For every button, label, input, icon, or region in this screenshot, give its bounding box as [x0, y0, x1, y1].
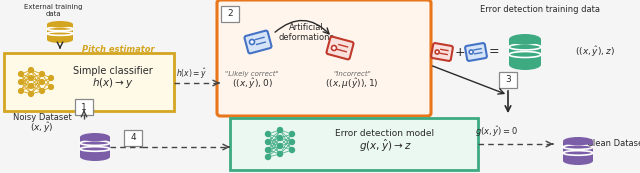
Ellipse shape: [80, 153, 110, 161]
Circle shape: [289, 148, 294, 153]
FancyBboxPatch shape: [230, 118, 478, 170]
Text: $g(x, \hat{y}) \rightarrow z$: $g(x, \hat{y}) \rightarrow z$: [358, 138, 412, 154]
FancyBboxPatch shape: [217, 0, 431, 116]
Text: "Likely correct": "Likely correct": [225, 71, 279, 77]
Circle shape: [49, 76, 53, 80]
Circle shape: [435, 50, 439, 54]
Circle shape: [278, 128, 282, 133]
Text: 2: 2: [227, 10, 233, 19]
Circle shape: [49, 85, 53, 89]
Circle shape: [19, 89, 24, 93]
Circle shape: [40, 80, 44, 84]
Ellipse shape: [509, 34, 541, 45]
Circle shape: [266, 148, 271, 153]
Text: Error detection training data: Error detection training data: [480, 5, 600, 14]
Text: $((x, \hat{y}), 0)$: $((x, \hat{y}), 0)$: [232, 77, 273, 91]
Circle shape: [278, 135, 282, 140]
Bar: [509, 39, 541, 65]
Text: Noisy Dataset: Noisy Dataset: [13, 113, 72, 122]
Circle shape: [278, 152, 282, 157]
Circle shape: [332, 45, 337, 51]
Circle shape: [266, 131, 271, 136]
FancyBboxPatch shape: [244, 31, 271, 53]
Text: $h(x) \rightarrow y$: $h(x) \rightarrow y$: [92, 76, 134, 90]
Circle shape: [40, 89, 44, 93]
Circle shape: [266, 154, 271, 160]
Text: 3: 3: [505, 75, 511, 84]
Circle shape: [29, 76, 33, 80]
Ellipse shape: [80, 133, 110, 141]
FancyBboxPatch shape: [431, 43, 453, 61]
Ellipse shape: [47, 36, 73, 43]
Circle shape: [469, 50, 473, 54]
Circle shape: [289, 139, 294, 144]
Circle shape: [29, 68, 33, 72]
Text: $g(x, \hat{y}) = 0$: $g(x, \hat{y}) = 0$: [476, 125, 518, 139]
Ellipse shape: [563, 137, 593, 145]
Text: Artificial: Artificial: [289, 24, 323, 33]
Text: +: +: [454, 45, 465, 58]
Bar: [80, 137, 110, 157]
FancyBboxPatch shape: [465, 43, 487, 61]
Text: deformations: deformations: [278, 33, 334, 42]
Text: 1: 1: [81, 102, 87, 112]
Text: $(x, \hat{y})$: $(x, \hat{y})$: [30, 121, 54, 135]
Circle shape: [29, 84, 33, 88]
Text: External training: External training: [24, 4, 83, 10]
Circle shape: [19, 80, 24, 84]
Text: 4: 4: [130, 134, 136, 143]
FancyBboxPatch shape: [124, 130, 142, 146]
Text: $h(x) = \hat{y}$: $h(x) = \hat{y}$: [177, 67, 207, 81]
Text: =: =: [489, 45, 499, 58]
Text: $((x, \mu(\hat{y})), 1)$: $((x, \mu(\hat{y})), 1)$: [325, 77, 379, 91]
Text: Clean Dataset: Clean Dataset: [588, 139, 640, 148]
Text: Simple classifier: Simple classifier: [73, 66, 153, 76]
Circle shape: [29, 92, 33, 96]
FancyBboxPatch shape: [4, 53, 174, 111]
Bar: [47, 24, 73, 40]
Ellipse shape: [563, 157, 593, 165]
Circle shape: [250, 39, 255, 44]
Text: $((x, \hat{y}), z)$: $((x, \hat{y}), z)$: [575, 45, 615, 59]
Circle shape: [40, 72, 44, 76]
Text: Pitch estimator: Pitch estimator: [82, 45, 154, 54]
FancyBboxPatch shape: [221, 6, 239, 22]
Circle shape: [19, 72, 24, 76]
FancyBboxPatch shape: [75, 99, 93, 115]
Text: Error detection model: Error detection model: [335, 129, 435, 138]
Bar: [563, 141, 593, 161]
Text: "Incorrect": "Incorrect": [333, 71, 371, 77]
Text: data: data: [45, 11, 61, 17]
Circle shape: [278, 143, 282, 148]
Ellipse shape: [509, 59, 541, 70]
Circle shape: [266, 139, 271, 144]
Ellipse shape: [47, 21, 73, 28]
Circle shape: [289, 131, 294, 136]
FancyBboxPatch shape: [326, 37, 353, 59]
FancyBboxPatch shape: [499, 72, 517, 88]
